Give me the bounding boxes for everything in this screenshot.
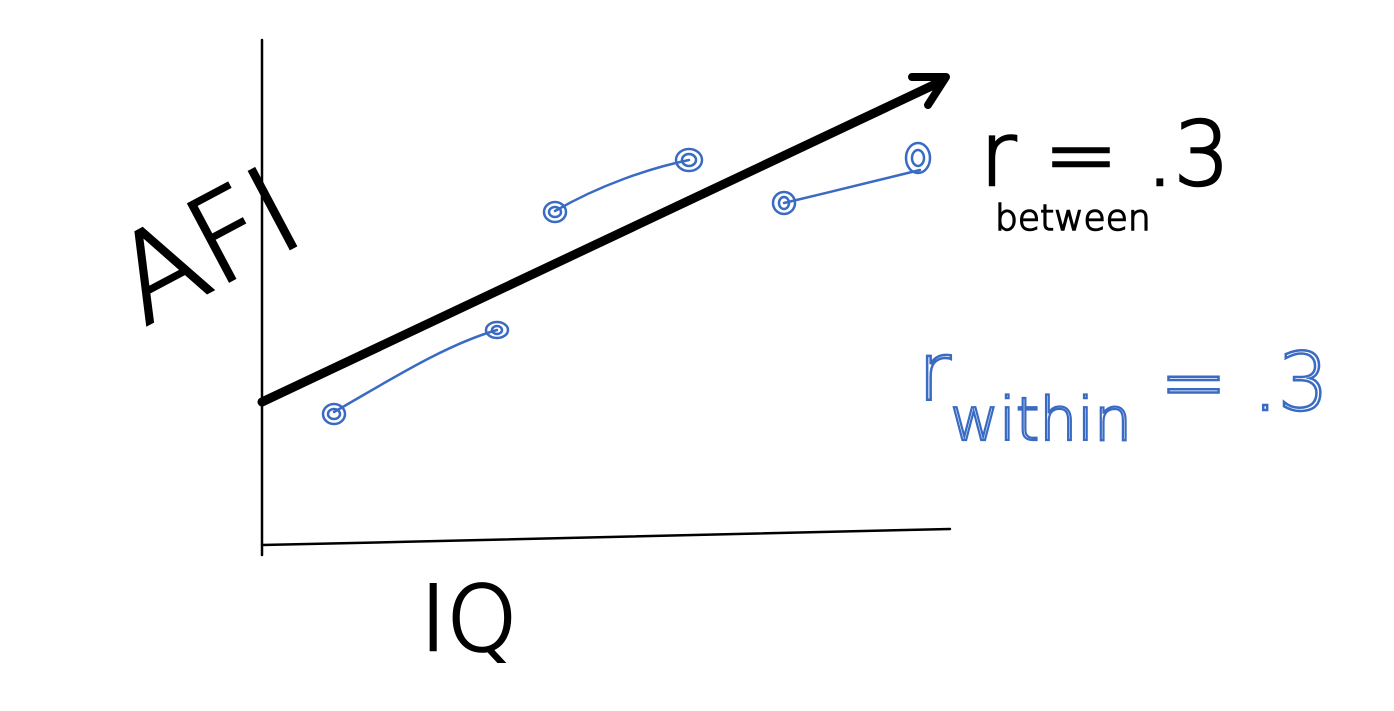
between-regression-line [257,77,945,407]
point-2a [542,200,568,224]
within-line-3 [782,168,922,205]
point-3b-inner [910,148,926,168]
r-within-r: r [918,326,951,419]
x-axis-label: IQ [420,567,517,672]
within-pair-2 [542,147,704,224]
point-2a-inner [547,205,563,219]
arrowhead [908,73,950,109]
r-between-subscript: between [995,198,1151,239]
point-1a [321,402,347,426]
point-2b-inner [680,152,698,168]
y-axis-label: AFI [92,142,322,352]
point-3b [904,141,932,175]
x-axis [260,527,952,547]
within-line-2 [553,158,691,213]
r-within-value: = .3 [1160,336,1329,429]
point-1b [484,320,510,340]
point-3a-inner [777,195,791,211]
point-3a [771,190,797,216]
point-1b-inner [490,324,504,336]
point-1a-inner [326,407,342,421]
r-within-subscript: within [950,385,1132,455]
within-line-1 [332,328,499,414]
within-pair-1 [321,320,510,426]
within-pair-3 [771,141,932,216]
point-2b [674,147,704,173]
r-between-label: r = .3 [980,103,1230,206]
